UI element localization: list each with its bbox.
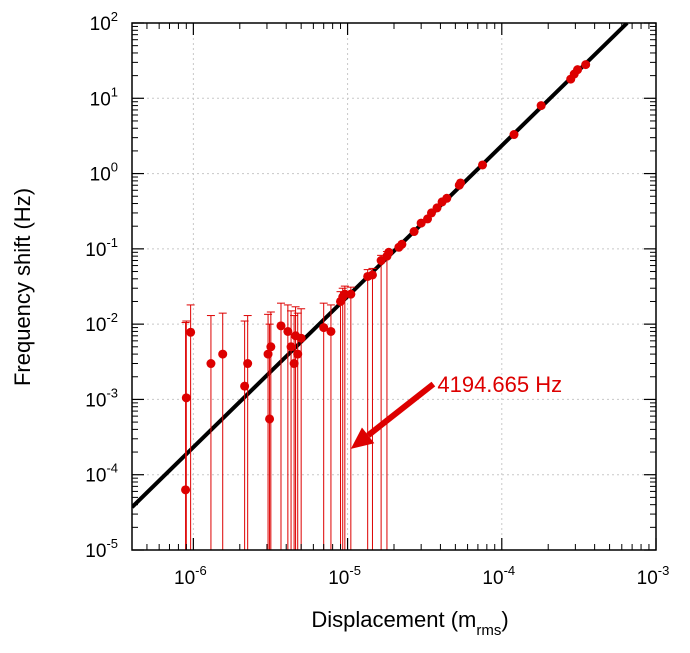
data-point — [442, 193, 452, 203]
y-tick-label: 100 — [90, 160, 118, 186]
x-tick-label: 10-4 — [482, 563, 515, 589]
y-tick-label: 10-3 — [85, 385, 118, 411]
annotation-arrow-head — [350, 427, 375, 449]
x-tick-exponent: -3 — [658, 563, 670, 578]
data-points — [181, 60, 591, 495]
y-tick-base: 10 — [90, 165, 111, 186]
data-point — [289, 359, 299, 369]
data-point — [206, 359, 216, 369]
data-point — [456, 178, 466, 188]
annotation-arrow-shaft — [366, 381, 436, 438]
x-tick-exponent: -6 — [195, 563, 207, 578]
y-tick-base: 10 — [90, 89, 111, 110]
data-point — [573, 65, 583, 75]
y-tick-exponent: 0 — [111, 160, 118, 175]
y-tick-exponent: -2 — [106, 310, 118, 325]
x-tick-label: 10-5 — [328, 563, 361, 589]
data-point — [432, 203, 442, 213]
x-tick-base: 10 — [637, 568, 658, 589]
data-point — [296, 333, 306, 343]
data-point — [286, 342, 296, 352]
x-tick-label: 10-3 — [637, 563, 670, 589]
x-axis-title-close: ) — [501, 607, 508, 632]
y-tick-base: 10 — [85, 541, 106, 562]
x-tick-base: 10 — [328, 568, 349, 589]
data-point — [265, 414, 275, 424]
data-point — [276, 321, 286, 331]
data-point — [416, 218, 426, 228]
x-tick-label: 10-6 — [174, 563, 207, 589]
data-point — [181, 485, 191, 495]
data-point — [240, 381, 250, 391]
annotation-label: 4194.665 Hz — [437, 372, 562, 397]
x-tick-base: 10 — [174, 568, 195, 589]
data-point — [266, 342, 276, 352]
axis-ticks — [132, 22, 657, 551]
y-tick-base: 10 — [85, 466, 106, 487]
x-axis-title-main: Displacement (m — [311, 607, 476, 632]
data-point — [283, 326, 293, 336]
annotation: 4194.665 Hz — [350, 372, 562, 449]
x-axis-title: Displacement (mrms) — [311, 607, 508, 639]
y-tick-base: 10 — [90, 14, 111, 35]
y-tick-label: 101 — [90, 84, 118, 110]
y-tick-exponent: 1 — [111, 84, 118, 99]
data-point — [536, 101, 546, 111]
data-point — [509, 130, 519, 140]
data-point — [263, 349, 273, 359]
x-axis-title-sub: rms — [476, 622, 501, 639]
data-point — [326, 326, 336, 336]
y-tick-base: 10 — [85, 390, 106, 411]
data-point — [181, 393, 191, 403]
x-tick-base: 10 — [482, 568, 503, 589]
data-point — [384, 247, 394, 257]
data-point — [218, 349, 228, 359]
data-point — [409, 227, 419, 237]
data-point — [581, 60, 591, 70]
y-tick-label: 10-1 — [85, 235, 118, 261]
data-point — [367, 270, 377, 280]
y-tick-label: 102 — [90, 9, 118, 35]
data-point — [346, 289, 356, 299]
y-tick-exponent: -4 — [106, 461, 118, 476]
y-tick-exponent: -1 — [106, 235, 118, 250]
data-point — [478, 160, 488, 170]
data-point — [293, 349, 303, 359]
y-tick-exponent: 2 — [111, 9, 118, 24]
y-tick-base: 10 — [85, 240, 106, 261]
y-tick-label: 10-5 — [85, 536, 118, 562]
y-tick-label: 10-4 — [85, 461, 118, 487]
y-tick-base: 10 — [85, 315, 106, 336]
x-tick-labels: 10-6 10-5 10-4 10-3 — [174, 563, 669, 589]
data-point — [243, 359, 253, 369]
data-point — [397, 239, 407, 249]
x-tick-exponent: -4 — [504, 563, 516, 578]
y-tick-exponent: -5 — [106, 536, 118, 551]
data-point — [319, 323, 329, 333]
x-tick-exponent: -5 — [349, 563, 361, 578]
y-tick-label: 10-2 — [85, 310, 118, 336]
y-axis-title: Frequency shift (Hz) — [10, 188, 35, 386]
data-point — [186, 327, 196, 337]
y-tick-exponent: -3 — [106, 385, 118, 400]
